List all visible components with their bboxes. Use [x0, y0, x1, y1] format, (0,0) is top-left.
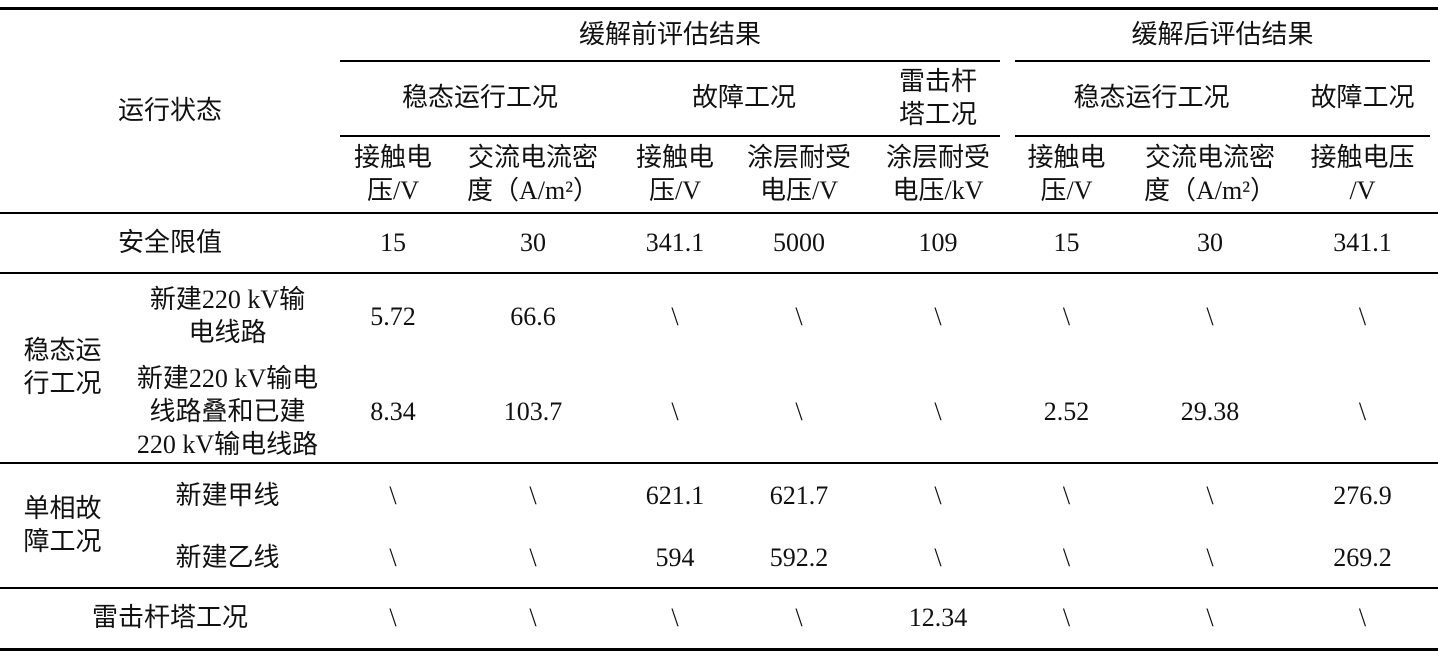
table-cell: \ [1062, 480, 1071, 510]
table-cell: \ [389, 543, 397, 572]
table-cell: \ [1206, 543, 1214, 572]
table-cell: 8.34 [370, 396, 416, 426]
table-rule [0, 7, 1438, 10]
table-cell: \ [1206, 301, 1214, 331]
table-cell: 621.7 [769, 480, 829, 510]
table-rule [1015, 60, 1430, 62]
table-cell: \ [1062, 603, 1071, 632]
table-cell: 594 [655, 543, 695, 572]
condition-header: 故障工况 [691, 83, 796, 112]
table-cell: 12.34 [908, 603, 968, 632]
column-header: 接触电 压/V [635, 142, 714, 205]
stub-header: 运行状态 [117, 95, 222, 125]
table-cell: \ [671, 603, 679, 632]
table-cell: \ [1206, 480, 1214, 510]
table-cell: \ [1358, 301, 1367, 331]
table-cell: \ [529, 480, 537, 510]
table-cell: \ [529, 543, 537, 572]
table-cell: 2.52 [1043, 396, 1090, 426]
table-cell: \ [934, 301, 942, 331]
table-cell: 592.2 [769, 543, 829, 572]
table-cell: \ [389, 480, 397, 510]
table-cell: \ [529, 603, 537, 632]
column-header: 涂层耐受 电压/kV [885, 142, 990, 205]
table-rule [340, 135, 1000, 137]
condition-header: 稳态运行工况 [401, 83, 558, 112]
table-rule [0, 272, 1438, 274]
table-cell: 15 [1053, 227, 1080, 257]
condition-header: 雷击杆 塔工况 [898, 66, 977, 129]
table-cell: 103.7 [503, 396, 563, 426]
table-cell: \ [934, 480, 942, 510]
table-cell: 276.9 [1333, 480, 1392, 510]
table-rule [1015, 135, 1430, 137]
table-cell: 29.38 [1180, 396, 1240, 426]
table-cell: \ [1206, 603, 1214, 632]
row-label: 雷击杆塔工况 [91, 603, 248, 632]
table-cell: \ [934, 396, 942, 426]
row-label: 新建乙线 [175, 543, 280, 572]
table-cell: 15 [380, 227, 406, 257]
table-cell: \ [671, 301, 679, 331]
table-cell: 30 [1197, 227, 1223, 257]
row-group-label: 稳态运 行工况 [23, 336, 102, 398]
column-header: 接触电 压/V [353, 142, 432, 205]
row-label: 新建220 kV输 电线路 [149, 285, 306, 347]
table-cell: \ [1358, 396, 1367, 426]
table-rule [340, 60, 1000, 62]
table-cell: \ [1062, 543, 1071, 572]
table-cell: 341.1 [1333, 227, 1392, 257]
table-cell: \ [795, 301, 803, 331]
table-cell: 621.1 [645, 480, 705, 510]
group-header: 缓解前评估结果 [578, 19, 761, 49]
table-cell: \ [795, 603, 803, 632]
table-cell: \ [1062, 301, 1071, 331]
condition-header: 稳态运行工况 [1073, 83, 1230, 112]
table-rule [0, 587, 1438, 589]
table-cell: \ [1358, 603, 1367, 632]
table-cell: 30 [520, 227, 546, 257]
table-cell: 269.2 [1333, 543, 1392, 572]
column-header: 涂层耐受 电压/V [746, 142, 851, 205]
table-rule [0, 648, 1438, 651]
table-rule [0, 212, 1438, 214]
table-cell: \ [934, 543, 942, 572]
column-header: 接触电压 /V [1310, 142, 1415, 205]
table-cell: 109 [918, 227, 958, 257]
group-header: 缓解后评估结果 [1131, 19, 1314, 49]
table-cell: \ [795, 396, 803, 426]
table-cell: 5000 [773, 227, 825, 257]
row-label: 安全限值 [117, 227, 222, 257]
table-rule [0, 462, 1438, 464]
table-cell: \ [671, 396, 679, 426]
row-label: 新建220 kV输电 线路叠和已建 220 kV输电线路 [136, 363, 319, 459]
table-cell: \ [389, 603, 397, 632]
column-header: 接触电 压/V [1027, 142, 1106, 205]
row-label: 新建甲线 [175, 480, 280, 510]
table-cell: 66.6 [510, 301, 556, 331]
column-header: 交流电流密 度（A/m²） [466, 142, 600, 205]
table-cell: 5.72 [370, 301, 416, 331]
column-header: 交流电流密 度（A/m²） [1143, 142, 1277, 205]
table-cell: 341.1 [645, 227, 705, 257]
condition-header: 故障工况 [1310, 83, 1415, 112]
row-group-label: 单相故 障工况 [23, 493, 102, 556]
